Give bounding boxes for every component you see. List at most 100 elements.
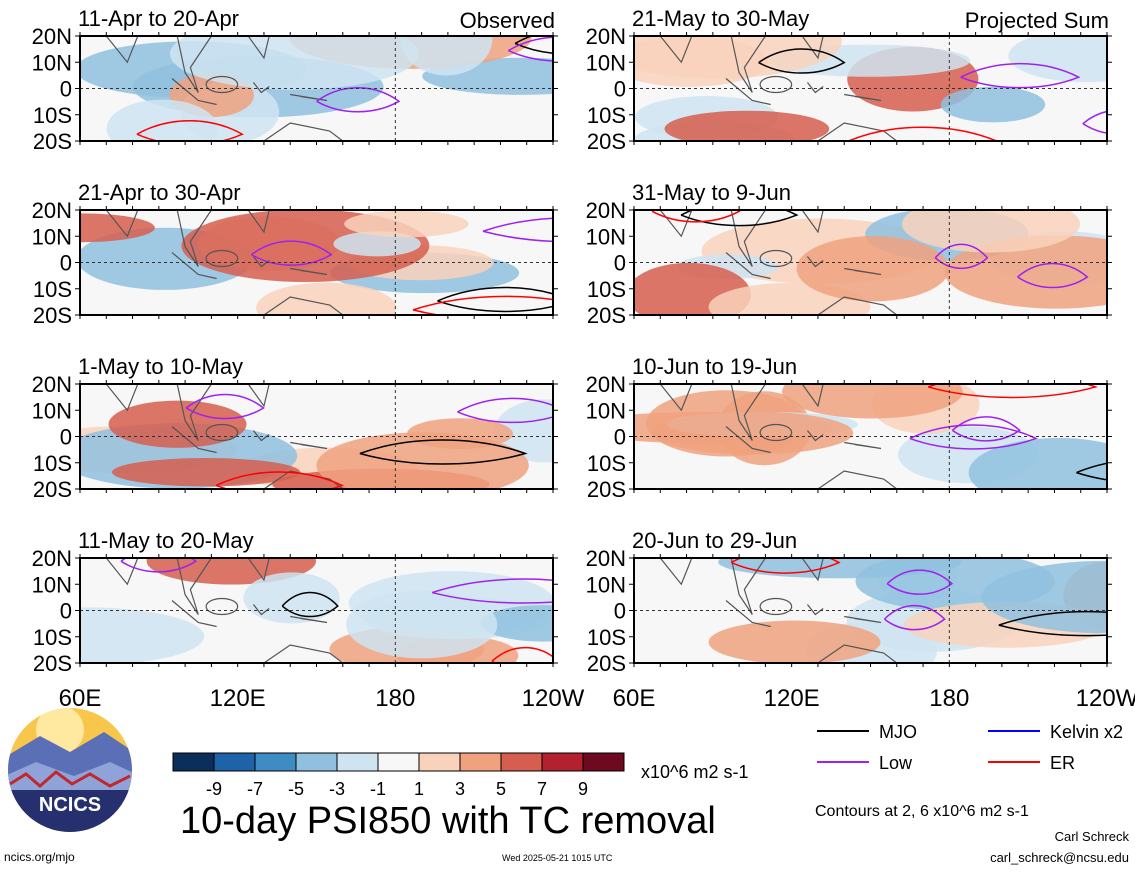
australia-coast [817, 122, 898, 141]
panel-date-label: 20-Jun to 29-Jun [632, 528, 797, 553]
india-coast [105, 36, 139, 64]
logo-artwork [8, 708, 132, 832]
lat-tick-label: 10S [587, 103, 626, 128]
lat-tick-label: 10S [587, 277, 626, 302]
colorbar-swatch [295, 752, 338, 772]
india-coast [105, 558, 139, 586]
colorbar-swatch [418, 752, 461, 772]
lat-tick-label: 20N [586, 372, 626, 397]
negative-anomaly [169, 36, 419, 90]
lat-tick-label: 20S [587, 651, 626, 676]
new-guinea-coast [290, 267, 328, 276]
colorbar-swatch [541, 752, 584, 772]
lon-tick-label: 120W [1076, 685, 1135, 712]
low-contour [482, 217, 553, 243]
anomaly-shading [80, 558, 553, 663]
colorbar-swatch [500, 752, 543, 772]
lat-tick-label: 10N [586, 224, 626, 249]
mjo-contour [680, 210, 799, 227]
panel-date-label: 21-May to 30-May [632, 6, 809, 31]
er-contour [730, 558, 841, 574]
positive-anomaly [782, 384, 963, 419]
low-contour [1017, 262, 1089, 289]
sumatra-coast [171, 78, 217, 106]
borneo-coast [205, 423, 239, 442]
site-link[interactable]: ncics.org/mjo [4, 850, 75, 864]
low-contour [185, 393, 265, 420]
negative-anomaly [333, 231, 421, 257]
figure-title: 10-day PSI850 with TC removal [180, 800, 716, 842]
lat-tick-label: 20S [33, 651, 72, 676]
lat-tick-label: 20N [586, 546, 626, 571]
philippines-coast [247, 384, 270, 408]
lat-tick-label: 20N [586, 24, 626, 49]
lat-tick-label: 10N [586, 50, 626, 75]
colorbar-tick-label: 1 [414, 779, 424, 799]
negative-anomaly [106, 99, 218, 141]
colorbar-tick-label: 9 [578, 779, 588, 799]
australia-coast [817, 296, 898, 315]
timestamp: Wed 2025-05-21 1015 UTC [502, 853, 613, 863]
legend-label: ER [1050, 753, 1075, 773]
negative-anomaly [968, 438, 1107, 489]
low-contour [431, 578, 553, 604]
australia-coast [817, 644, 898, 663]
sumatra-coast [725, 78, 771, 106]
positive-anomaly [944, 235, 1107, 309]
anomaly-shading [634, 210, 1107, 315]
lat-tick-label: 20S [587, 303, 626, 328]
philippines-coast [801, 384, 824, 408]
positive-anomaly [634, 36, 842, 79]
panel-date-label: 21-Apr to 30-Apr [78, 180, 241, 205]
author-email: carl_schreck@ncsu.edu [990, 850, 1129, 865]
lat-tick-label: 10N [32, 398, 72, 423]
india-coast [105, 210, 139, 238]
lat-tick-label: 0 [614, 77, 626, 102]
contour-lines [185, 393, 553, 489]
positive-anomaly [80, 213, 155, 243]
lat-tick-label: 10N [32, 224, 72, 249]
sumatra-coast [725, 600, 771, 628]
lat-tick-label: 10N [32, 572, 72, 597]
negative-anomaly [480, 605, 553, 642]
colorbar-tick-label: 7 [537, 779, 547, 799]
lat-tick-label: 20N [32, 24, 72, 49]
indochina-coast [730, 384, 766, 441]
indochina-coast [176, 210, 212, 267]
coastlines [659, 210, 898, 315]
lat-tick-label: 10S [33, 451, 72, 476]
philippines-coast [247, 558, 270, 582]
indochina-coast [176, 384, 212, 441]
negative-anomaly [346, 590, 498, 659]
lat-tick-label: 10S [587, 451, 626, 476]
indochina-coast [730, 36, 766, 93]
contours-note: Contours at 2, 6 x10^6 m2 s-1 [815, 803, 1029, 820]
low-contour [909, 424, 1038, 450]
panel-date-label: 11-May to 20-May [78, 528, 254, 553]
sumatra-coast [171, 426, 217, 454]
lat-tick-label: 10S [33, 103, 72, 128]
positive-anomaly [652, 411, 854, 455]
positive-anomaly [664, 110, 830, 141]
contour-lines [120, 558, 553, 663]
lat-tick-label: 0 [60, 599, 72, 624]
coastlines [659, 558, 898, 663]
contour-lines [909, 384, 1107, 481]
lat-tick-label: 20S [587, 129, 626, 154]
new-guinea-coast [844, 615, 882, 624]
lat-tick-label: 0 [60, 77, 72, 102]
colorbar-tick-label: 5 [496, 779, 506, 799]
positive-anomaly [256, 282, 397, 315]
indochina-coast [730, 210, 766, 267]
lat-tick-label: 20N [32, 546, 72, 571]
positive-anomaly [406, 418, 513, 450]
indochina-coast [176, 558, 212, 615]
lat-tick-label: 20N [32, 372, 72, 397]
lat-tick-label: 20S [587, 477, 626, 502]
lat-tick-label: 10N [586, 398, 626, 423]
